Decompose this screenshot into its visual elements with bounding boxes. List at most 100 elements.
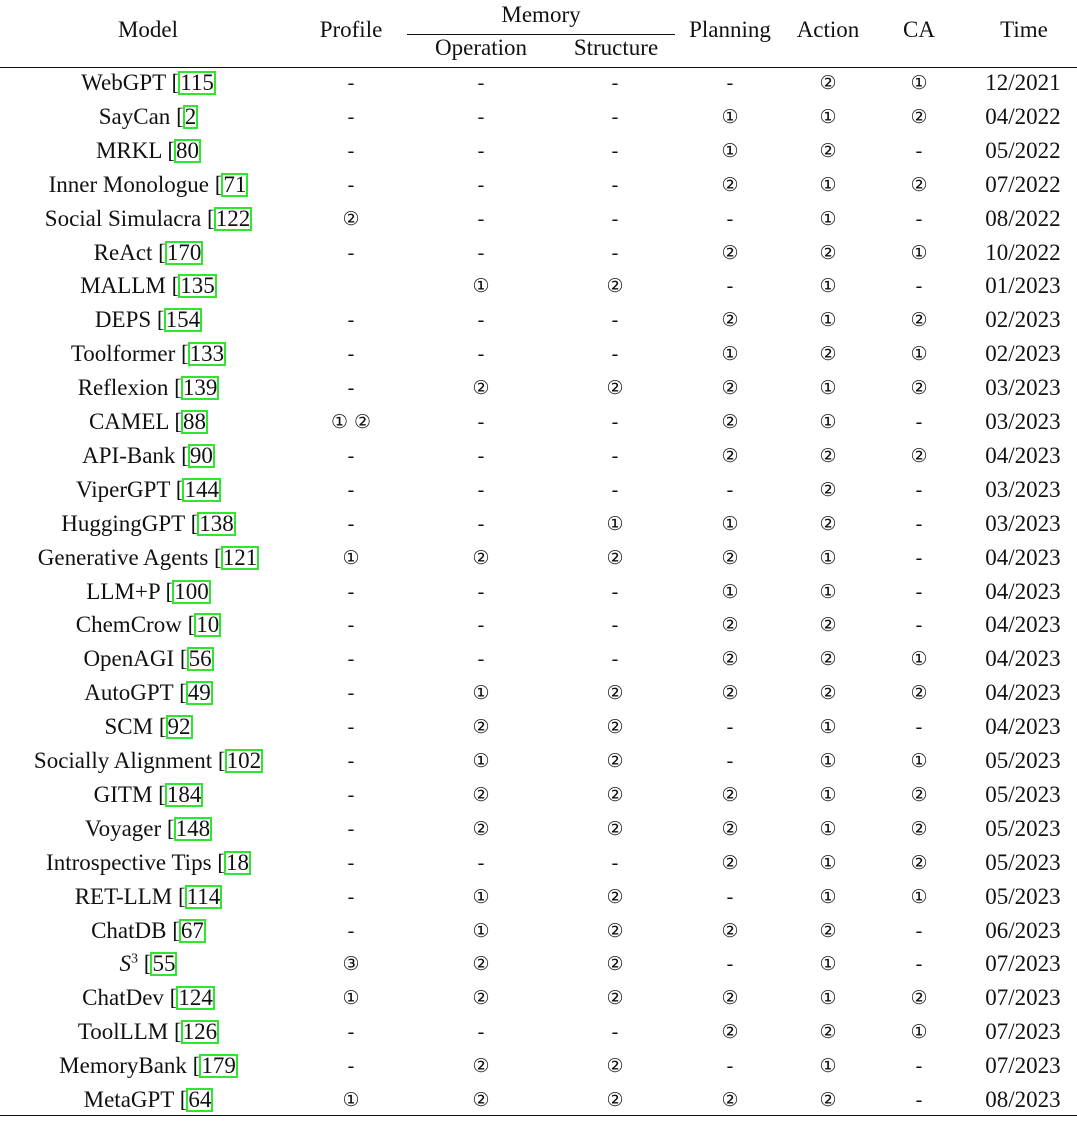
ca-cell: - bbox=[915, 716, 923, 739]
citation-link[interactable]: 139 bbox=[180, 376, 220, 401]
citation-link[interactable]: 10 bbox=[194, 613, 222, 638]
citation-link[interactable]: 126 bbox=[180, 1019, 220, 1045]
time-cell: 03/2023 bbox=[985, 375, 1061, 401]
header-ca: CA bbox=[903, 17, 935, 42]
action-cell: ① bbox=[819, 817, 837, 840]
citation-link[interactable]: 88 bbox=[181, 410, 209, 434]
model-name: Voyager bbox=[84, 815, 162, 841]
citation-link[interactable]: 121 bbox=[220, 545, 260, 570]
model-name: S bbox=[119, 951, 132, 977]
action-cell: ① bbox=[819, 885, 837, 908]
citation-link[interactable]: 122 bbox=[213, 206, 253, 231]
operation-cell: - bbox=[477, 241, 485, 264]
citation-number: 115 bbox=[180, 70, 214, 95]
structure-cell: - bbox=[611, 207, 619, 230]
citation-link[interactable]: 92 bbox=[165, 715, 193, 740]
structure-cell: ② bbox=[606, 919, 624, 942]
action-cell: ① bbox=[819, 105, 837, 128]
citation-link[interactable]: 115 bbox=[178, 70, 216, 95]
model-name: ChatDev bbox=[82, 985, 164, 1011]
profile-cell: - bbox=[347, 648, 355, 671]
ca-cell: ② bbox=[910, 309, 928, 332]
citation-link[interactable]: 102 bbox=[224, 749, 264, 773]
structure-cell: ① bbox=[606, 512, 624, 535]
model-name: AutoGPT bbox=[84, 680, 174, 706]
citation-link[interactable]: 49 bbox=[185, 681, 213, 706]
time-cell: 06/2023 bbox=[985, 917, 1061, 943]
citation-link[interactable]: 100 bbox=[172, 579, 211, 604]
action-cell: ① bbox=[819, 207, 837, 230]
profile-cell: - bbox=[347, 1055, 355, 1078]
citation-number: 90 bbox=[189, 442, 213, 468]
planning-cell: ② bbox=[721, 546, 739, 569]
time-cell: 05/2023 bbox=[985, 849, 1061, 875]
citation-link[interactable]: 135 bbox=[178, 274, 217, 299]
model-cell: ViperGPT [144 bbox=[76, 476, 221, 502]
model-cell: SayCan [2 bbox=[98, 103, 199, 129]
operation-cell: ① bbox=[472, 275, 490, 298]
structure-cell: - bbox=[611, 614, 619, 637]
header-profile: Profile bbox=[319, 17, 383, 42]
citation-link[interactable]: 138 bbox=[197, 511, 236, 536]
time-cell: 07/2022 bbox=[985, 171, 1061, 197]
model-cell: Social Simulacra [122 bbox=[44, 205, 253, 231]
citation-link[interactable]: 71 bbox=[221, 172, 249, 197]
structure-cell: - bbox=[611, 478, 619, 501]
profile-cell: - bbox=[347, 444, 355, 467]
model-cell: ChatDev [124 bbox=[82, 985, 215, 1011]
ca-cell: - bbox=[915, 953, 923, 976]
structure-cell: - bbox=[611, 173, 619, 196]
profile-cell: - bbox=[347, 241, 355, 264]
citation-link[interactable]: 80 bbox=[174, 138, 202, 163]
citation-link[interactable]: 18 bbox=[223, 850, 251, 875]
profile-cell: - bbox=[347, 105, 355, 128]
citation-link[interactable]: 144 bbox=[182, 477, 221, 502]
citation-number: 126 bbox=[182, 1019, 218, 1045]
model-name: SCM bbox=[104, 714, 154, 740]
operation-cell: - bbox=[477, 309, 485, 332]
profile-cell: ① bbox=[342, 987, 360, 1010]
model-cell: GITM [184 bbox=[93, 781, 204, 807]
structure-cell: - bbox=[611, 580, 619, 603]
profile-cell: - bbox=[347, 377, 355, 400]
model-name: ChatDB bbox=[91, 917, 167, 943]
structure-cell: - bbox=[611, 411, 619, 433]
citation-link[interactable]: 67 bbox=[178, 918, 206, 943]
model-name: DEPS bbox=[94, 307, 152, 333]
citation-link[interactable]: 133 bbox=[187, 342, 227, 367]
citation-link[interactable]: 2 bbox=[182, 104, 199, 129]
citation-link[interactable]: 56 bbox=[186, 647, 214, 672]
citation-link[interactable]: 179 bbox=[199, 1054, 238, 1079]
citation-link[interactable]: 148 bbox=[173, 816, 213, 841]
citation-link[interactable]: 184 bbox=[164, 782, 204, 807]
citation-link[interactable]: 55 bbox=[150, 952, 178, 977]
citation-link[interactable]: 64 bbox=[186, 1087, 214, 1112]
operation-cell: - bbox=[477, 444, 485, 467]
action-cell: ② bbox=[819, 444, 837, 467]
model-cell: CAMEL [88 bbox=[88, 409, 209, 434]
time-cell: 01/2023 bbox=[985, 273, 1061, 299]
citation-number: 170 bbox=[166, 239, 202, 265]
citation-link[interactable]: 90 bbox=[187, 442, 215, 468]
model-name: GITM bbox=[93, 781, 153, 807]
profile-cell: - bbox=[347, 885, 355, 908]
citation-number: 64 bbox=[188, 1087, 212, 1112]
structure-cell: - bbox=[611, 241, 619, 264]
citation-link[interactable]: 170 bbox=[164, 239, 204, 265]
ca-cell: ① bbox=[910, 72, 928, 94]
citation-link[interactable]: 114 bbox=[184, 884, 223, 909]
action-cell: ① bbox=[819, 953, 837, 976]
citation-link[interactable]: 154 bbox=[163, 308, 203, 333]
model-cell: ChemCrow [10 bbox=[75, 612, 222, 638]
time-cell: 02/2023 bbox=[985, 341, 1061, 367]
ca-cell: ② bbox=[910, 987, 928, 1010]
citation-link[interactable]: 124 bbox=[176, 986, 215, 1011]
profile-cell: - bbox=[347, 72, 355, 94]
profile-cell: - bbox=[347, 309, 355, 332]
action-cell: ② bbox=[819, 682, 837, 705]
header-planning: Planning bbox=[689, 17, 771, 42]
planning-cell: ① bbox=[721, 512, 739, 535]
structure-cell: ② bbox=[606, 716, 624, 739]
planning-cell: ① bbox=[721, 139, 739, 162]
profile-cell: - bbox=[347, 851, 355, 874]
